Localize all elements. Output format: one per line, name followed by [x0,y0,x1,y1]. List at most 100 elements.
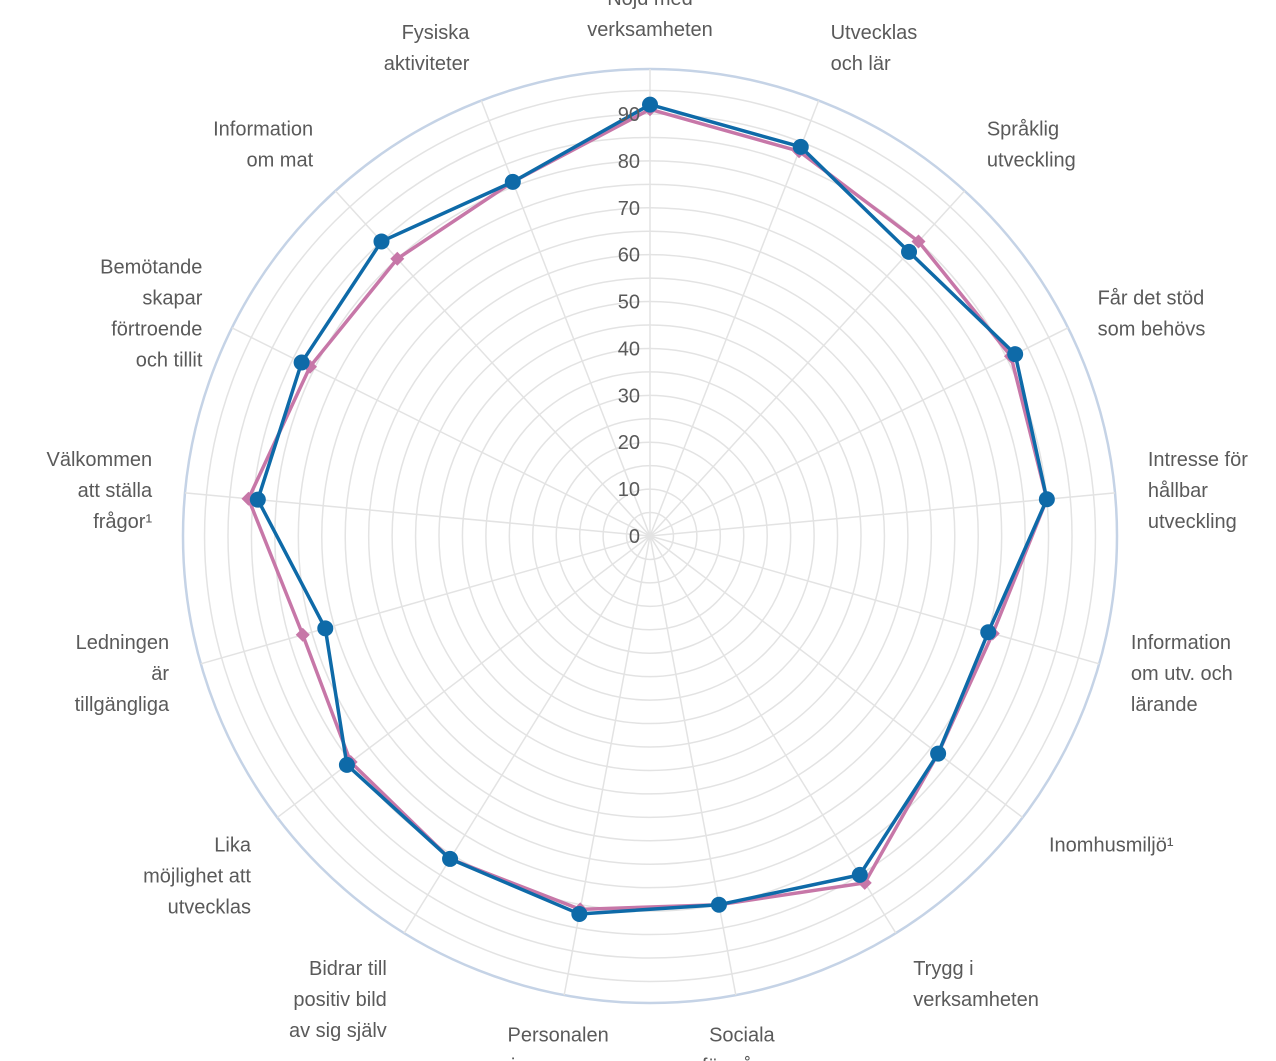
radar-grid [181,67,1119,1005]
spoke-line [649,535,1100,665]
spoke-line [649,535,897,934]
category-label-line: frågor¹ [93,511,152,533]
tick-label: 30 [618,385,640,407]
category-label-line: tillgängliga [75,694,170,716]
category-label: Personalen visar omsorg [501,1024,615,1061]
category-label-line: Bidrar till [309,958,387,980]
category-label: Välkommen att ställa frågor¹ [47,449,153,533]
spoke-line [480,100,651,537]
category-label-line: Får det stöd [1098,288,1205,310]
category-label-line: verksamheten [587,19,713,41]
category-label-line: förmågor [702,1055,782,1061]
spoke-line [649,327,1069,537]
data-point [317,620,334,637]
category-label-line: positiv bild [293,989,386,1011]
data-point [642,96,658,113]
category-label-line: Utvecklas [831,22,918,44]
category-label: Information om utv. och lärande [1131,632,1233,716]
category-label-line: förtroende [111,319,202,341]
category-label-line: Bemötande [100,257,202,279]
category-label: Bemötande skapar förtroende och tillit [100,257,203,372]
category-label-line: är [151,663,169,685]
spoke-line [649,492,1116,537]
data-point [901,243,918,260]
category-label-line: Personalen [508,1024,609,1046]
category-label: Inomhusmiljö¹ [1049,834,1174,856]
data-point [792,138,809,155]
data-point [1038,491,1055,508]
category-label-line: Ledningen [76,632,169,654]
spoke-line [403,535,651,934]
radial-tick-labels: 0 10 20 30 40 50 60 70 80 90 [618,104,640,548]
category-label: Trygg i verksamheten [913,958,1039,1011]
category-label-line: lärande [1131,694,1198,716]
category-label-line: Information [1131,632,1231,654]
series-2 [249,96,1055,922]
category-label-line: aktiviteter [384,53,470,75]
category-label-line: att ställa [78,480,153,502]
data-point [249,491,266,508]
spoke-line [649,100,820,537]
category-label: Sociala förmågor [702,1024,782,1061]
category-label-line: Lika [214,834,252,856]
tick-label: 50 [618,292,640,314]
data-point [442,850,459,867]
data-point [980,624,997,641]
spoke-line [276,535,651,819]
spoke-line [200,535,651,665]
category-label: Får det stöd som behövs [1098,288,1206,341]
category-label-line: Intresse för [1148,449,1248,471]
category-label-line: utveckling [987,149,1076,171]
category-label-line: Information [213,118,313,140]
category-label: Information om mat [213,118,313,171]
data-point [338,756,355,773]
category-label-line: Sociala [709,1024,775,1046]
data-point [390,251,405,266]
category-label-line: verksamheten [913,989,1039,1011]
category-label-line: Nöjd med [607,0,693,10]
tick-label: 40 [618,338,640,360]
category-label: Nöjd med verksamheten [587,0,713,41]
category-label: Bidrar till positiv bild av sig själv [289,958,387,1042]
data-point [293,354,310,371]
category-label-line: utvecklas [168,896,251,918]
tick-label: 20 [618,432,640,454]
tick-label: 70 [618,198,640,220]
tick-label: 80 [618,151,640,173]
category-label-line: Språklig [987,118,1059,140]
category-label-line: som behövs [1098,319,1206,341]
category-label-line: av sig själv [289,1020,387,1042]
category-label-line: visar omsorg [501,1055,615,1061]
spoke-line [649,535,737,996]
tick-label: 10 [618,479,640,501]
data-point [1007,346,1024,363]
category-label: Lika möjlighet att utvecklas [143,834,252,918]
category-label: Fysiska aktiviteter [384,22,470,75]
series-2-line [256,102,1049,916]
data-point [851,866,868,883]
category-label: Ledningen är tillgängliga [75,632,170,716]
tick-label: 60 [618,245,640,267]
category-label-line: utveckling [1148,511,1237,533]
category-label: Språklig utveckling [987,118,1076,171]
category-label-line: Fysiska [402,22,471,44]
category-labels: Nöjd med verksamheten Utvecklas och lär Språ… [47,0,1249,1061]
data-point [710,896,727,913]
data-point [504,173,521,190]
category-label-line: Inomhusmiljö¹ [1049,834,1174,856]
radar-series [241,96,1055,922]
spoke-line [649,535,1024,819]
tick-label: 90 [618,104,640,126]
category-label-line: och lär [831,53,891,75]
data-point [930,745,947,762]
category-label-line: skapar [142,288,202,310]
data-point [571,905,588,922]
category-label-line: Trygg i [913,958,973,980]
spoke-line [334,190,651,537]
category-label: Intresse för hållbar utveckling [1148,449,1248,533]
category-label-line: hållbar [1148,480,1208,502]
category-label-line: Välkommen [47,449,153,471]
category-label: Utvecklas och lär [831,22,918,75]
data-point [911,234,926,249]
